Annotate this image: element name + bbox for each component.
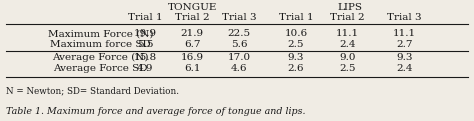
Text: 5.6: 5.6 xyxy=(231,40,247,49)
Text: 2.4: 2.4 xyxy=(396,64,412,72)
Text: 17.0: 17.0 xyxy=(228,53,251,62)
Text: TONGUE: TONGUE xyxy=(167,3,217,12)
Text: 5.5: 5.5 xyxy=(137,40,154,49)
Text: Trial 2: Trial 2 xyxy=(175,13,210,22)
Text: Average Force SD: Average Force SD xyxy=(53,64,147,72)
Text: Trial 2: Trial 2 xyxy=(330,13,365,22)
Text: Table 1. Maximum force and average force of tongue and lips.: Table 1. Maximum force and average force… xyxy=(6,107,306,116)
Text: 11.1: 11.1 xyxy=(393,29,416,38)
Text: 2.7: 2.7 xyxy=(396,40,412,49)
Text: 15.8: 15.8 xyxy=(134,53,157,62)
Text: 22.5: 22.5 xyxy=(228,29,251,38)
Text: 9.3: 9.3 xyxy=(396,53,412,62)
Text: Trial 3: Trial 3 xyxy=(387,13,421,22)
Text: LIPS: LIPS xyxy=(337,3,363,12)
Text: 4.9: 4.9 xyxy=(137,64,154,72)
Text: Trial 1: Trial 1 xyxy=(279,13,313,22)
Text: Trial 3: Trial 3 xyxy=(222,13,256,22)
Text: 4.6: 4.6 xyxy=(231,64,247,72)
Text: N = Newton; SD= Standard Deviation.: N = Newton; SD= Standard Deviation. xyxy=(6,87,179,96)
Text: Maximum force SD: Maximum force SD xyxy=(50,40,151,49)
Text: 10.6: 10.6 xyxy=(284,29,308,38)
Text: 9.0: 9.0 xyxy=(339,53,356,62)
Text: 21.9: 21.9 xyxy=(181,29,204,38)
Text: 11.1: 11.1 xyxy=(336,29,359,38)
Text: Trial 1: Trial 1 xyxy=(128,13,163,22)
Text: 2.6: 2.6 xyxy=(288,64,304,72)
Text: 6.7: 6.7 xyxy=(184,40,201,49)
Text: 16.9: 16.9 xyxy=(181,53,204,62)
Text: 2.5: 2.5 xyxy=(288,40,304,49)
Text: Maximum Force (N): Maximum Force (N) xyxy=(47,29,153,38)
Text: 9.3: 9.3 xyxy=(288,53,304,62)
Text: 19.9: 19.9 xyxy=(134,29,157,38)
Text: Average Force (N): Average Force (N) xyxy=(52,53,148,62)
Text: 2.4: 2.4 xyxy=(339,40,356,49)
Text: 2.5: 2.5 xyxy=(339,64,356,72)
Text: 6.1: 6.1 xyxy=(184,64,201,72)
